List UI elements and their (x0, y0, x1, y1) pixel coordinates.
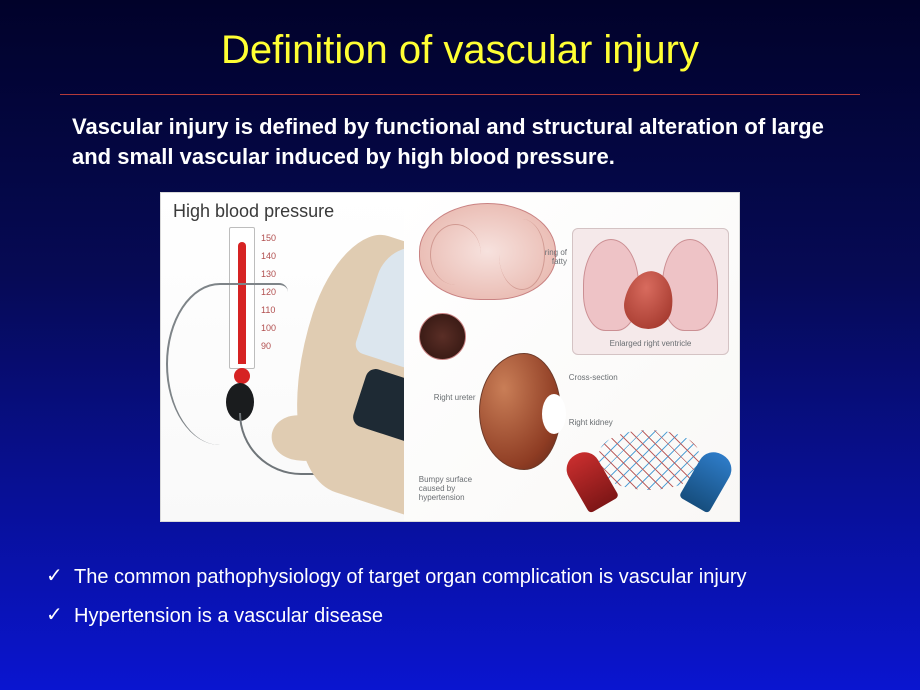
gauge-tick: 140 (261, 251, 276, 261)
capillaries-icon (569, 424, 729, 509)
figure-right-organs: Right ureter Cross-section Right kidney … (404, 193, 739, 521)
check-icon: ✓ (46, 566, 66, 586)
vessel-section-icon (419, 313, 466, 360)
kidney-label-bot: Bumpy surface caused by hypertension (419, 475, 489, 502)
bullet-text: The common pathophysiology of target org… (74, 566, 747, 589)
slide: Definition of vascular injury Vascular i… (0, 0, 920, 690)
figure-panel: High blood pressure 150 140 130 120 110 … (160, 192, 740, 522)
heart-lungs-icon: Enlarged right ventricle (572, 228, 729, 355)
title-divider (60, 94, 860, 95)
kidney-label-left: Right ureter (434, 393, 476, 402)
bullet-item: ✓ The common pathophysiology of target o… (46, 566, 874, 589)
bullet-list: ✓ The common pathophysiology of target o… (46, 566, 874, 644)
kidney-icon (479, 353, 561, 470)
heartlungs-top-label: ring of fatty (532, 248, 567, 266)
slide-title: Definition of vascular injury (0, 28, 920, 73)
slide-subtitle: Vascular injury is defined by functional… (72, 112, 860, 171)
heartlungs-bottom-label: Enlarged right ventricle (573, 339, 728, 348)
check-icon: ✓ (46, 605, 66, 625)
bullet-text: Hypertension is a vascular disease (74, 605, 383, 628)
high-bp-label: High blood pressure (173, 201, 334, 222)
bullet-item: ✓ Hypertension is a vascular disease (46, 605, 874, 628)
gauge-tick: 130 (261, 269, 276, 279)
kidney-label-rt-top: Cross-section (569, 373, 618, 382)
figure-left-bp: High blood pressure 150 140 130 120 110 … (161, 193, 404, 521)
gauge-tick: 150 (261, 233, 276, 243)
